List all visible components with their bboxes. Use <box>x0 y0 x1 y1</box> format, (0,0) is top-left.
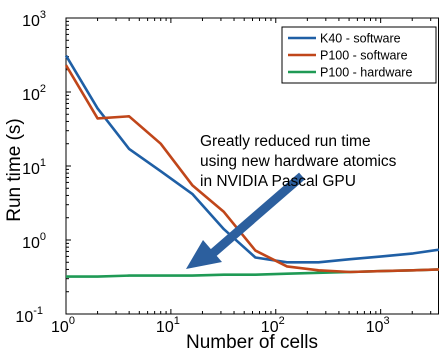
legend-entry: P100 - hardware <box>320 66 412 80</box>
series-layer <box>64 54 439 278</box>
x-tick-label: 101 <box>156 315 180 336</box>
legend-entry: K40 - software <box>320 32 401 46</box>
annotation-arrow <box>186 172 305 269</box>
y-tick-label: 102 <box>22 83 46 104</box>
legend-entry: P100 - software <box>320 49 408 63</box>
y-tick-label: 10-1 <box>15 305 43 326</box>
y-tick-label: 101 <box>22 157 46 178</box>
annotation-line: in NVIDIA Pascal GPU <box>200 173 356 190</box>
annotation-line: using new hardware atomics <box>200 153 397 170</box>
legend: K40 - software P100 - software P100 - hard… <box>281 26 437 84</box>
annotation-line: Greatly reduced run time <box>200 133 371 150</box>
y-tick-label: 100 <box>22 231 46 252</box>
series-line-p100-software <box>64 64 439 274</box>
annotation-text: Greatly reduced run time using new hardwa… <box>200 133 397 190</box>
x-tick-label: 100 <box>51 315 75 336</box>
x-tick-label: 103 <box>366 315 390 336</box>
series-line-k40-software <box>64 54 439 264</box>
x-tick-label: 102 <box>261 315 285 336</box>
x-axis-label: Number of cells <box>186 332 318 353</box>
arrow-head <box>186 240 222 269</box>
axis-ticks: 100 101 102 103 10-1 100 101 102 103 <box>15 9 432 336</box>
y-axis-label: Run time (s) <box>4 118 25 221</box>
axis-labels: Number of cells Run time (s) <box>4 118 318 353</box>
arrow-shaft <box>209 172 305 258</box>
y-tick-label: 103 <box>22 9 46 30</box>
